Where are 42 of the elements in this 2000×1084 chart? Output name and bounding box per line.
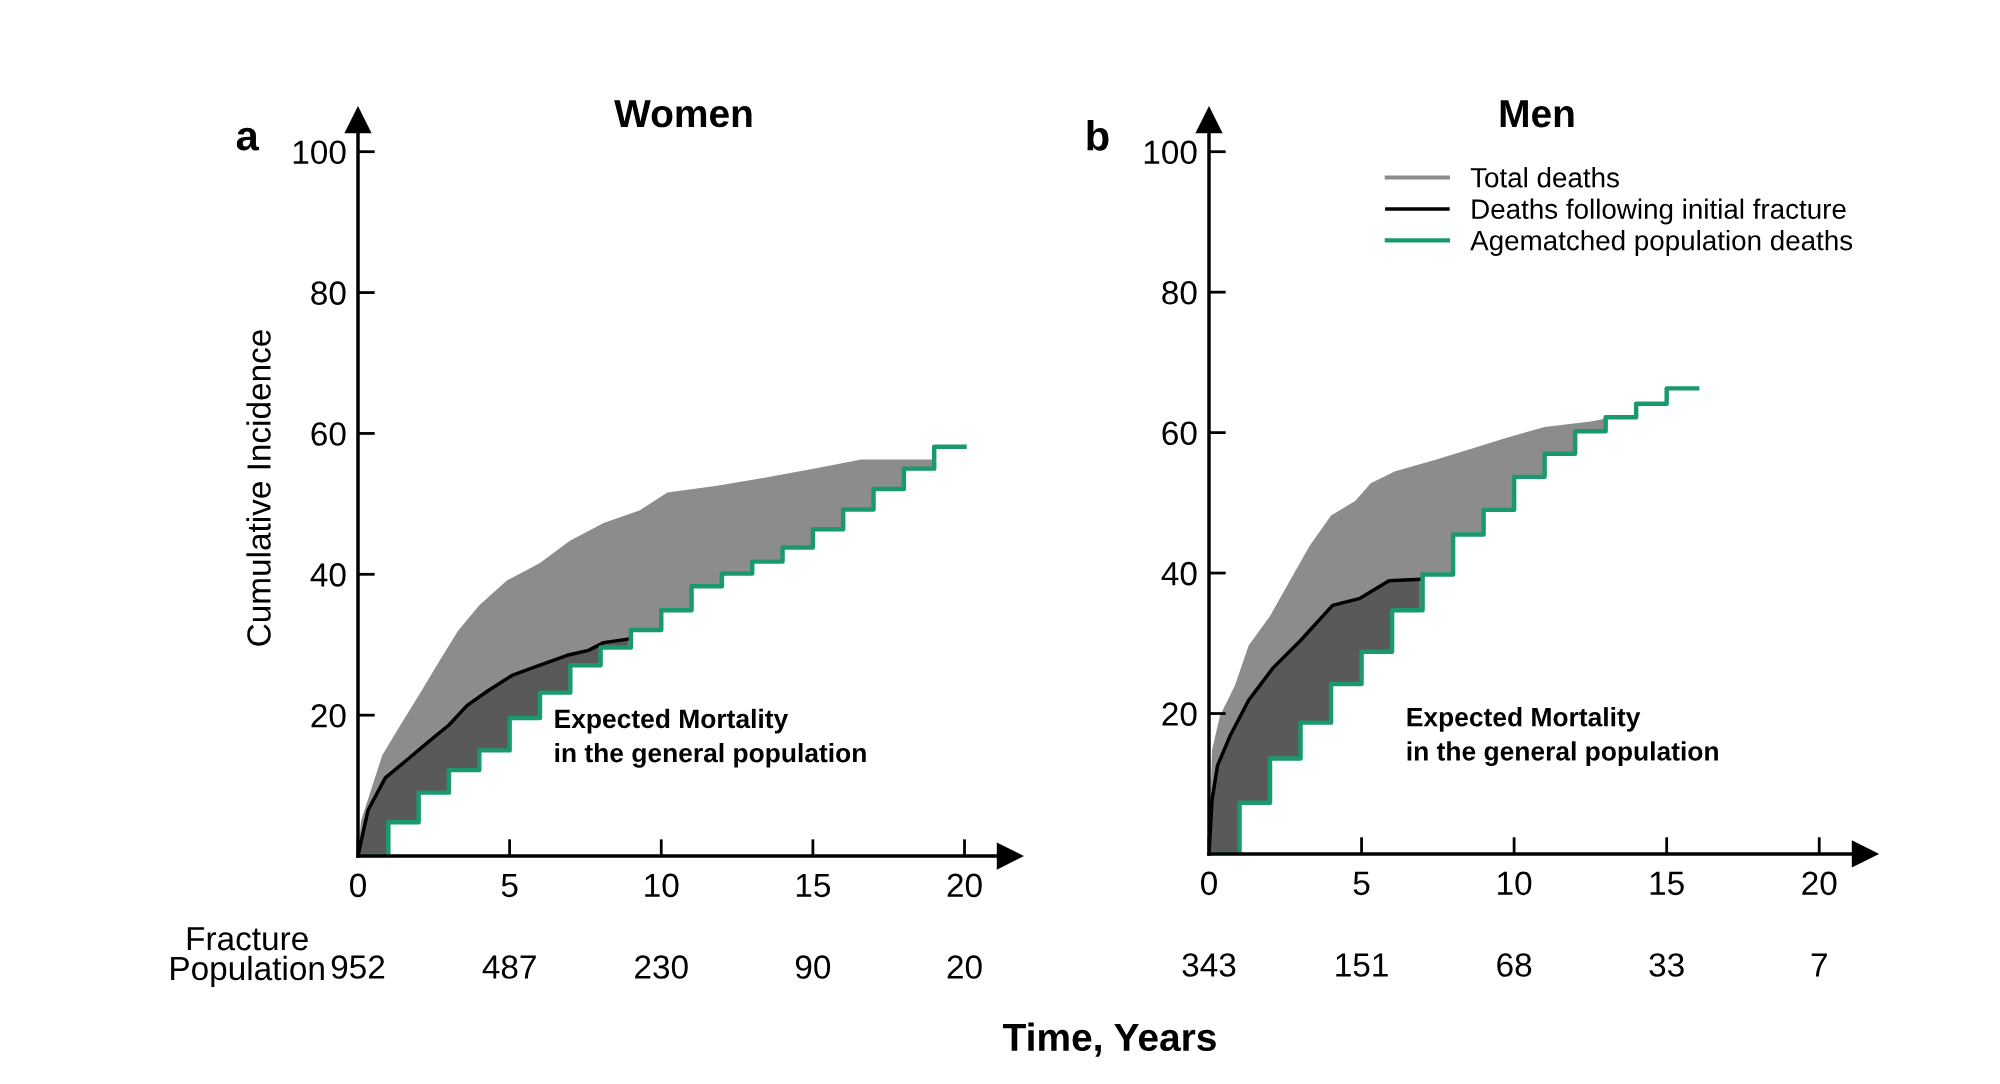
- legend-label: Agematched population deaths: [1470, 230, 1853, 256]
- chart-title: Women: [614, 100, 752, 128]
- x-tick-label: 10: [645, 873, 679, 898]
- x-tick-label: 0: [350, 873, 366, 898]
- chart-title: Men: [1500, 100, 1574, 128]
- text: 343: [1182, 953, 1236, 977]
- text: b: [1087, 120, 1109, 151]
- text: a: [236, 127, 260, 151]
- y-tick-label: 80: [1162, 280, 1197, 305]
- x-tick-label: 15: [796, 873, 831, 898]
- y-tick-label: 100: [1144, 140, 1197, 165]
- x-tick-label: 15: [1650, 871, 1684, 896]
- y-axis-title: Cumulative Incidence: [246, 330, 271, 646]
- y-tick-label: 40: [1161, 561, 1197, 586]
- text: 68: [1497, 953, 1532, 977]
- y-tick-label: 100: [293, 140, 346, 165]
- text: 90: [795, 955, 831, 979]
- x-axis-title: Time, Years: [1003, 1022, 1216, 1057]
- legend-label: Total deaths: [1470, 167, 1619, 188]
- text: 20: [947, 955, 982, 979]
- y-tick-label: 60: [1162, 421, 1197, 446]
- y-tick-label: 20: [1162, 702, 1197, 726]
- text: 33: [1649, 953, 1684, 977]
- annotation: Expected Mortality in the general population: [555, 708, 866, 768]
- text: 487: [482, 955, 536, 979]
- text: 151: [1336, 953, 1388, 977]
- text: Fracture Population: [171, 927, 324, 987]
- legend-label: Deaths following initial fracture: [1472, 198, 1846, 225]
- x-tick-label: 5: [1353, 871, 1370, 896]
- x-tick-label: 20: [947, 873, 982, 898]
- y-tick-label: 60: [311, 422, 346, 446]
- y-tick-label: 20: [311, 703, 346, 728]
- x-tick-label: 5: [501, 873, 518, 898]
- x-tick-label: 10: [1498, 871, 1532, 896]
- x-tick-label: 0: [1201, 871, 1217, 896]
- text: 7: [1811, 953, 1827, 977]
- annotation: Expected Mortality in the general population: [1407, 707, 1718, 766]
- text: 952: [331, 955, 385, 979]
- text: 230: [635, 955, 688, 979]
- y-tick-label: 40: [310, 563, 346, 587]
- x-tick-label: 20: [1802, 871, 1837, 896]
- y-tick-label: 80: [311, 281, 346, 305]
